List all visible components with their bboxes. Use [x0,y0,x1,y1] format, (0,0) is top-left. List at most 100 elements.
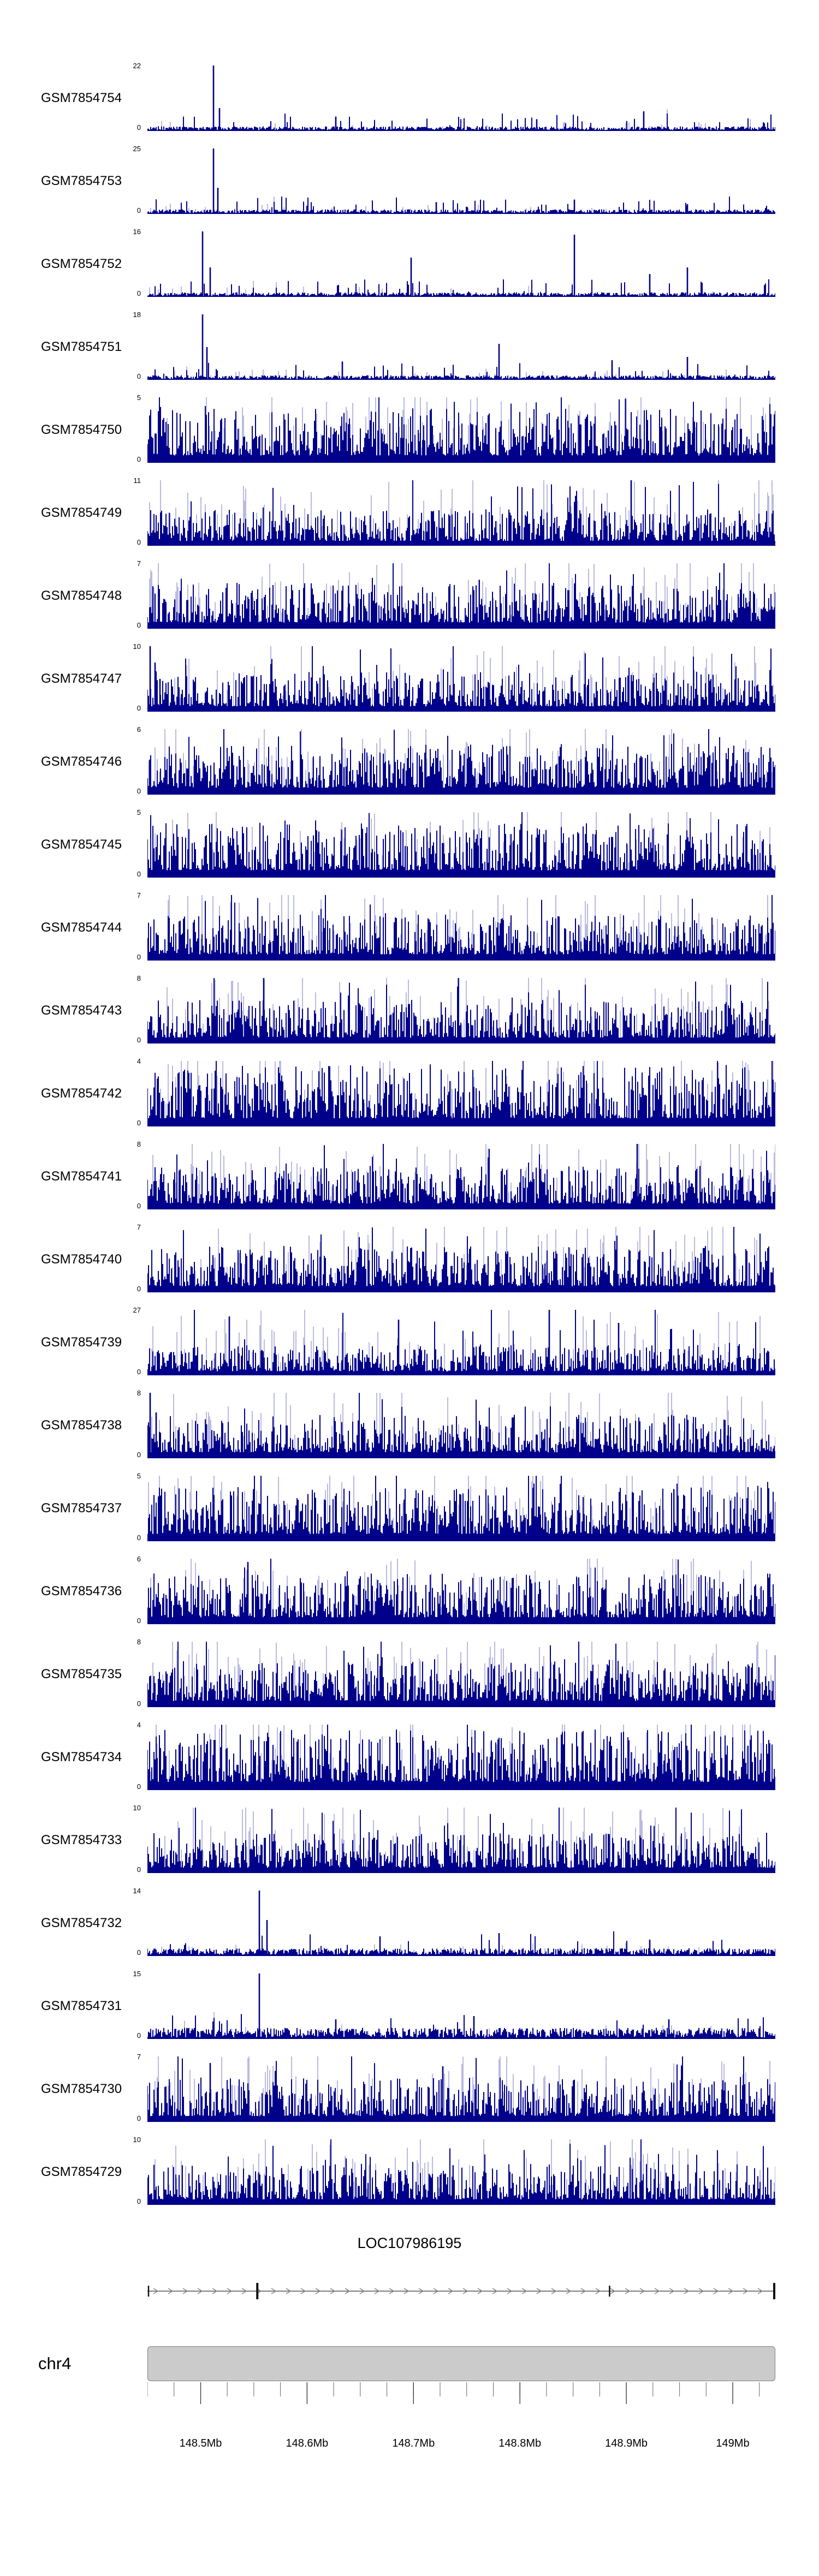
track-ymin-label: 0 [136,1368,141,1376]
svg-text:148.5Mb: 148.5Mb [180,2437,222,2449]
signal-plot [147,1891,775,1956]
track-row: GSM7854737 5 0 [0,1472,819,1559]
track-label: GSM7854743 [41,1003,122,1018]
track-ymin-label: 0 [136,206,141,214]
signal-plot [147,314,775,380]
track-row: GSM7854731 15 0 [0,1970,819,2056]
track-ymin-label: 0 [136,2197,141,2205]
track-label: GSM7854751 [41,339,122,354]
track-ymin-label: 0 [136,704,141,712]
signal-plot [147,729,775,795]
track-ymin-label: 0 [136,1285,141,1293]
track-label: GSM7854744 [41,920,122,935]
track-ymin-label: 0 [136,372,141,380]
track-ymax-label: 7 [136,891,141,899]
track-ymin-label: 0 [136,953,141,961]
track-ymin-label: 0 [136,1948,141,1957]
gene-track: LOC107986195 [0,2235,819,2311]
track-ymax-label: 7 [136,559,141,568]
track-ymax-label: 14 [133,1887,141,1895]
chromosome-label: chr4 [38,2354,72,2373]
track-label: GSM7854732 [41,1916,122,1930]
signal-plot [147,1725,775,1790]
track-ymin-label: 0 [136,289,141,297]
track-ymax-label: 5 [136,808,141,816]
track-row: GSM7854752 16 0 [0,228,819,314]
track-ymax-label: 7 [136,1223,141,1231]
signal-plot [147,231,775,297]
track-label: GSM7854738 [41,1418,122,1433]
chromosome-ideogram [147,2346,775,2381]
track-label: GSM7854734 [41,1750,122,1764]
track-label: GSM7854742 [41,1086,122,1101]
track-ymax-label: 10 [133,642,141,651]
track-row: GSM7854735 8 0 [0,1638,819,1725]
gene-title: LOC107986195 [357,2235,462,2251]
track-ymin-label: 0 [136,2031,141,2040]
track-row: GSM7854729 10 0 [0,2136,819,2222]
signal-plot [147,1061,775,1126]
signal-tracks: GSM7854754 22 0 GSM7854753 25 0 GSM78547… [0,62,819,2222]
track-ymax-label: 5 [136,1472,141,1480]
track-row: GSM7854754 22 0 [0,62,819,148]
track-ymax-label: 27 [133,1306,141,1314]
ideogram-row: chr4 [0,2346,819,2384]
signal-plot [147,1393,775,1458]
signal-plot [147,1808,775,1873]
track-row: GSM7854738 8 0 [0,1389,819,1476]
signal-plot [147,563,775,629]
track-ymax-label: 10 [133,2136,141,2144]
track-row: GSM7854734 4 0 [0,1721,819,1808]
track-ymin-label: 0 [136,1782,141,1791]
signal-plot [147,895,775,961]
track-label: GSM7854735 [41,1667,122,1681]
track-ymax-label: 7 [136,2053,141,2061]
track-ymin-label: 0 [136,123,141,132]
track-ymin-label: 0 [136,1534,141,1542]
track-ymin-label: 0 [136,1617,141,1625]
track-label: GSM7854739 [41,1335,122,1350]
track-label: GSM7854745 [41,837,122,852]
track-row: GSM7854733 10 0 [0,1804,819,1891]
track-row: GSM7854751 18 0 [0,311,819,397]
track-label: GSM7854733 [41,1833,122,1847]
track-row: GSM7854750 5 0 [0,393,819,480]
track-label: GSM7854752 [41,257,122,271]
track-ymax-label: 11 [133,476,141,485]
track-label: GSM7854749 [41,505,122,520]
signal-plot [147,1559,775,1624]
track-row: GSM7854745 5 0 [0,808,819,895]
track-label: GSM7854730 [41,2082,122,2096]
track-label: GSM7854740 [41,1252,122,1267]
track-ymin-label: 0 [136,1036,141,1044]
track-label: GSM7854750 [41,422,122,437]
signal-plot [147,1973,775,2039]
track-ymax-label: 8 [136,1389,141,1397]
track-row: GSM7854739 27 0 [0,1306,819,1393]
svg-text:148.8Mb: 148.8Mb [498,2437,541,2449]
track-ymax-label: 22 [133,62,141,70]
track-row: GSM7854747 10 0 [0,642,819,729]
track-row: GSM7854741 8 0 [0,1140,819,1227]
track-ymin-label: 0 [136,1202,141,1210]
signal-plot [147,978,775,1043]
track-label: GSM7854729 [41,2164,122,2179]
track-ymin-label: 0 [136,1700,141,1708]
signal-plot [147,2056,775,2122]
coordinate-axis: 148.5Mb 148.6Mb 148.7Mb 148.8Mb 148.9Mb 149Mb [147,2382,760,2449]
signal-plot [147,397,775,463]
track-ymax-label: 10 [133,1804,141,1812]
track-row: GSM7854753 25 0 [0,145,819,231]
signal-plot [147,1476,775,1541]
track-label: GSM7854748 [41,588,122,603]
signal-plot [147,1642,775,1707]
track-label: GSM7854747 [41,671,122,686]
track-label: GSM7854737 [41,1501,122,1516]
track-ymax-label: 25 [133,145,141,153]
track-ymax-label: 16 [133,228,141,236]
svg-text:149Mb: 149Mb [716,2437,749,2449]
signal-plot [147,148,775,214]
signal-plot [147,1310,775,1375]
track-ymin-label: 0 [136,538,141,546]
